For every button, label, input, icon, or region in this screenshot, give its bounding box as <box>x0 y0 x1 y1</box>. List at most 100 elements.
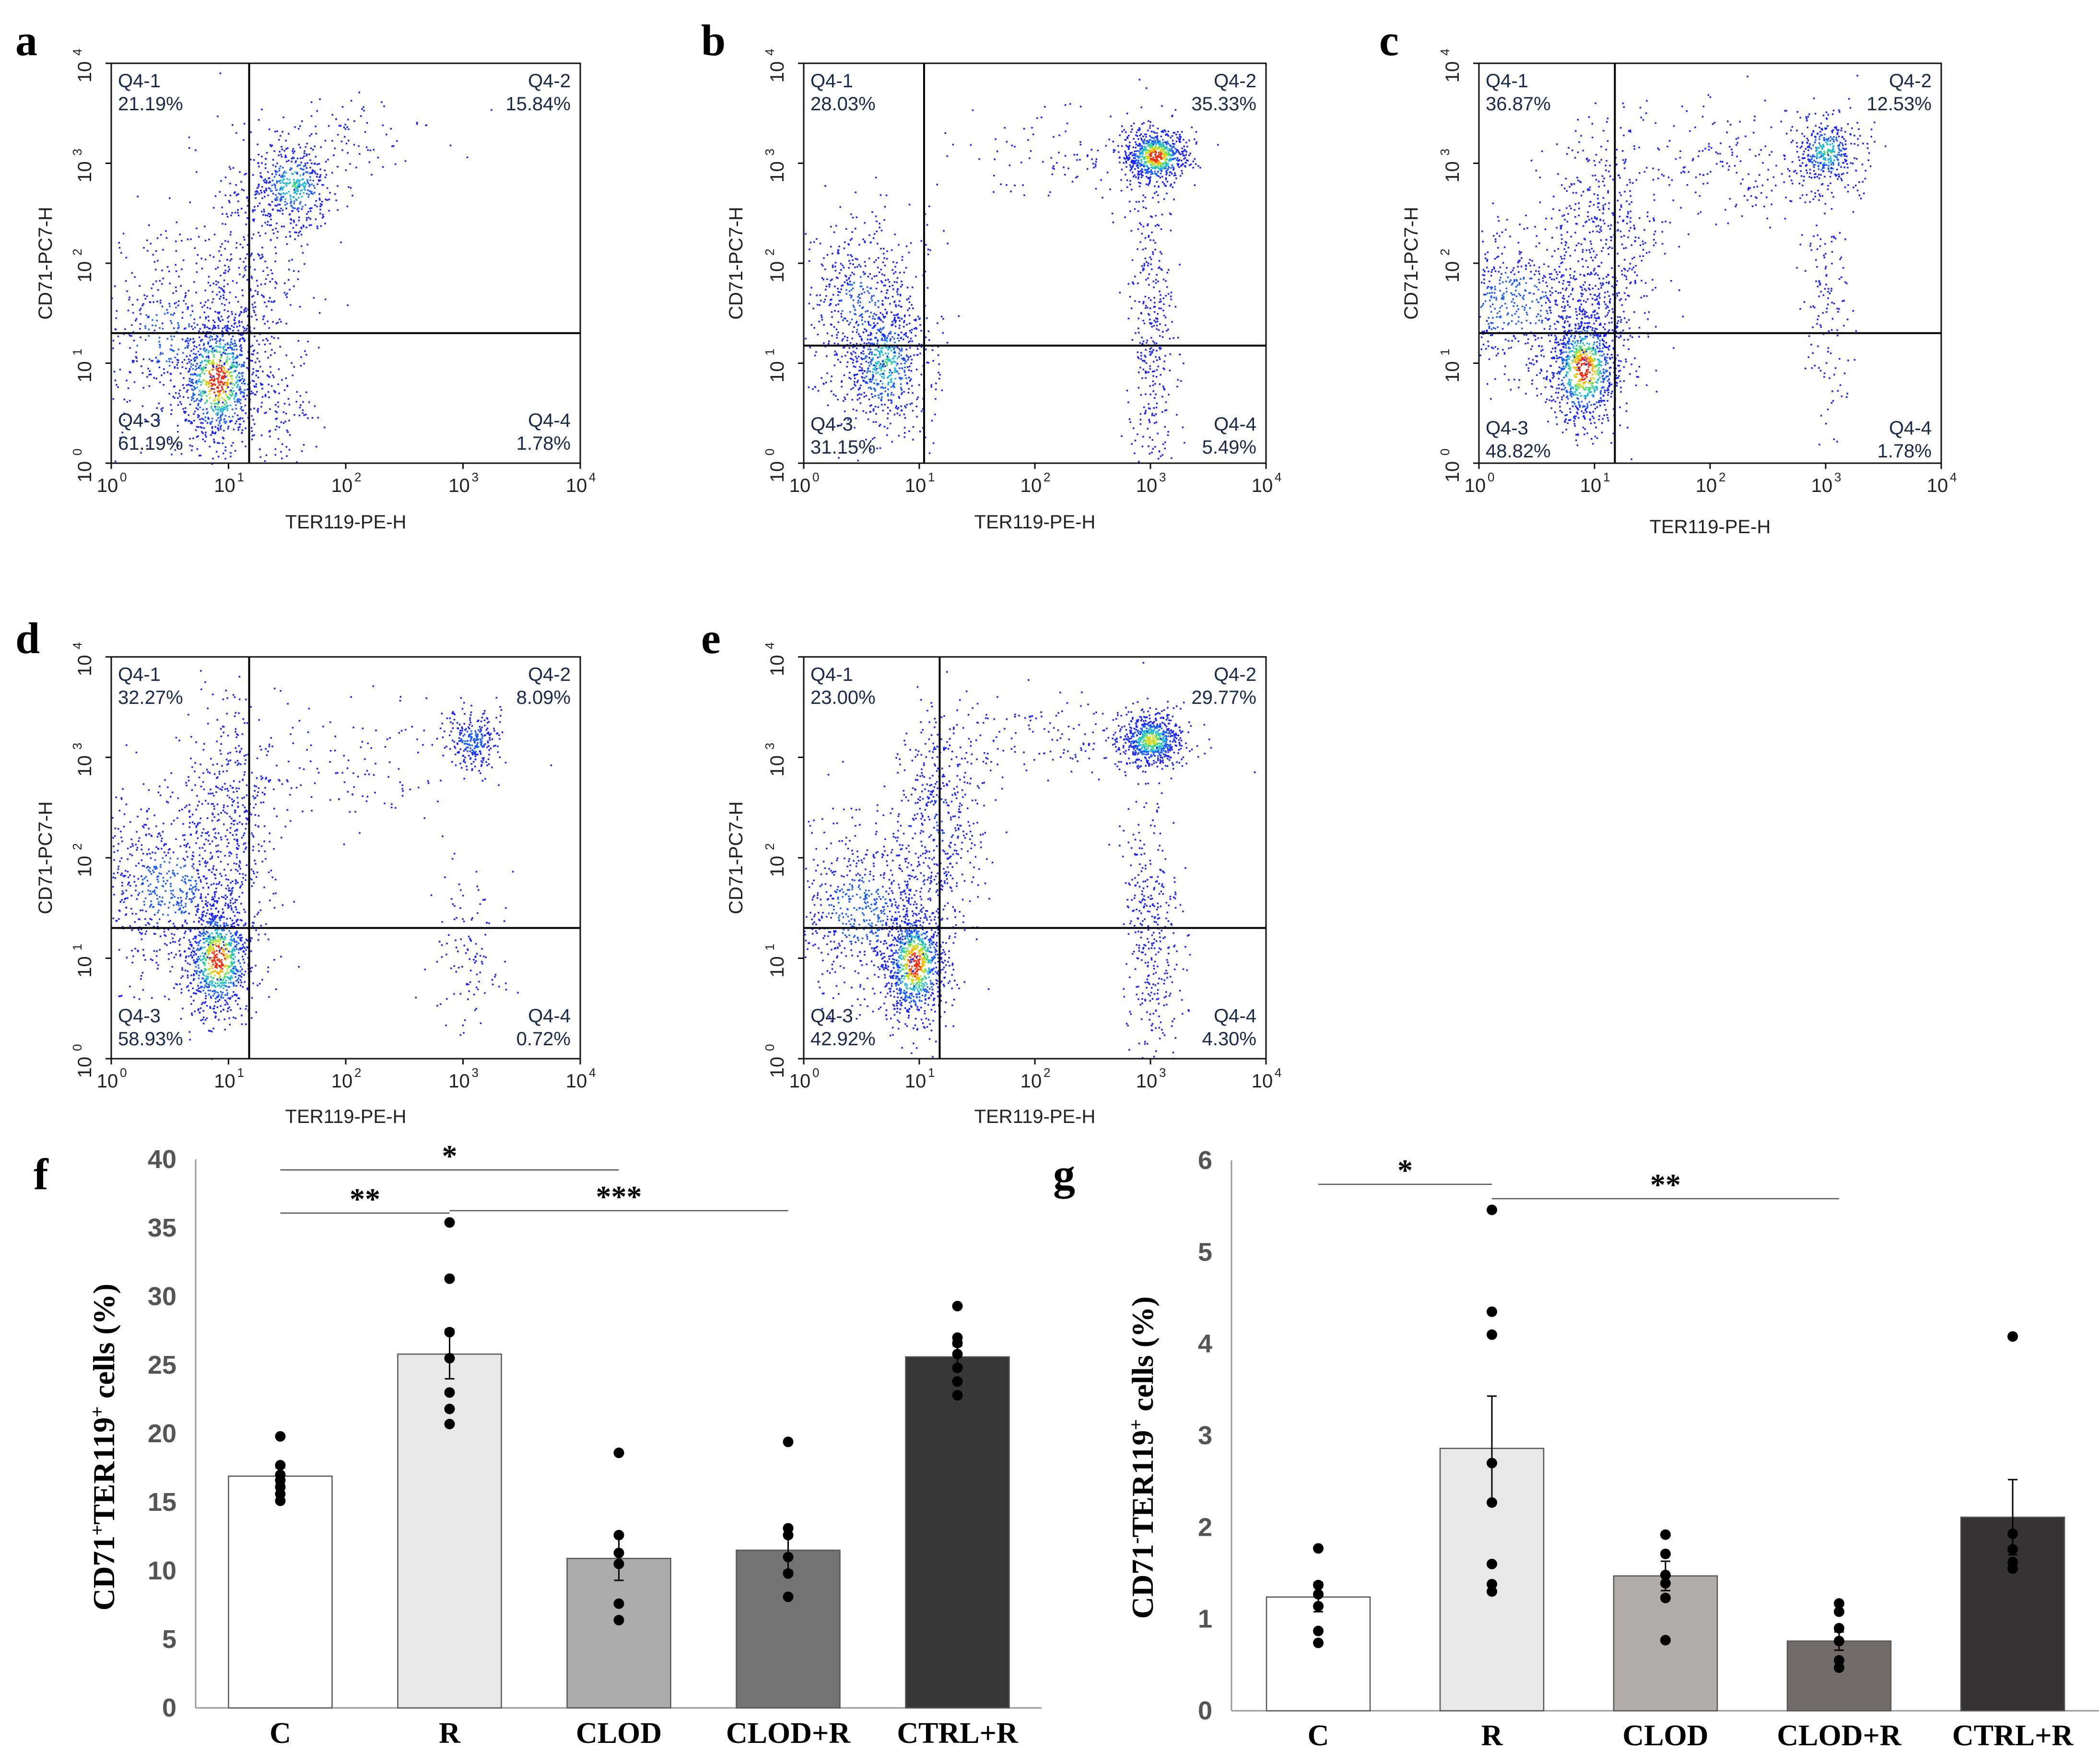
event-dot <box>892 323 894 326</box>
event-dot <box>934 413 936 416</box>
event-dot <box>819 294 821 296</box>
event-dot <box>1132 146 1134 148</box>
event-dot <box>946 342 949 344</box>
event-dot <box>258 153 260 156</box>
event-dot <box>223 327 226 328</box>
event-dot <box>1154 422 1156 424</box>
event-dot <box>1579 342 1582 344</box>
event-dot <box>897 313 899 315</box>
event-dot <box>223 430 225 432</box>
event-dot <box>1164 148 1166 150</box>
event-dot <box>902 339 904 340</box>
event-dot <box>915 368 918 371</box>
event-dot <box>216 378 218 380</box>
event-dot <box>1119 156 1121 158</box>
event-dot <box>236 365 238 367</box>
event-dot <box>200 339 202 341</box>
event-dot <box>913 354 915 356</box>
event-dot <box>910 355 912 357</box>
event-dot <box>1145 247 1147 249</box>
event-dot <box>243 274 246 277</box>
event-dot <box>909 340 911 342</box>
event-dot <box>879 226 880 229</box>
event-dot <box>202 331 204 333</box>
event-dot <box>860 282 862 284</box>
event-dot <box>220 428 222 430</box>
event-dot <box>306 142 308 145</box>
event-dot <box>1143 164 1145 165</box>
event-dot <box>1185 141 1187 144</box>
event-dot <box>238 325 241 327</box>
event-dot <box>1573 420 1575 422</box>
event-dot <box>274 187 276 189</box>
event-dot <box>899 320 901 322</box>
event-dot <box>864 357 867 359</box>
x-tick-label: 10 <box>1136 475 1158 496</box>
event-dot <box>908 203 911 206</box>
event-dot <box>299 407 301 409</box>
event-dot <box>149 370 151 372</box>
event-dot <box>1593 365 1595 367</box>
event-dot <box>1168 394 1170 396</box>
event-dot <box>1555 361 1557 362</box>
event-dot <box>895 364 898 366</box>
event-dot <box>211 350 213 352</box>
event-dot <box>284 201 286 203</box>
event-dot <box>937 346 939 348</box>
event-dot <box>1149 121 1151 123</box>
event-dot <box>908 307 910 309</box>
event-dot <box>1092 163 1094 164</box>
event-dot <box>193 340 196 343</box>
event-dot <box>873 368 876 370</box>
event-dot <box>148 374 150 375</box>
event-dot <box>161 410 163 412</box>
event-dot <box>267 391 270 393</box>
event-dot <box>218 394 220 396</box>
event-dot <box>877 267 879 269</box>
event-dot <box>1152 390 1154 392</box>
event-dot <box>874 349 876 350</box>
event-dot <box>220 246 222 248</box>
event-dot <box>310 147 312 150</box>
event-dot <box>845 289 847 291</box>
event-dot <box>846 393 848 396</box>
event-dot <box>218 286 220 289</box>
event-dot <box>158 419 160 421</box>
event-dot <box>1079 141 1081 143</box>
event-dot <box>229 183 231 185</box>
event-dot <box>1079 159 1081 161</box>
event-dot <box>181 317 184 319</box>
event-dot <box>195 381 197 384</box>
event-dot <box>861 319 863 321</box>
event-dot <box>319 212 321 215</box>
event-dot <box>1058 152 1060 153</box>
event-dot <box>885 358 887 361</box>
event-dot <box>222 409 224 411</box>
y-tick-exponent: 1 <box>762 349 777 355</box>
event-dot <box>1583 378 1585 380</box>
event-dot <box>883 247 885 250</box>
event-dot <box>293 366 295 368</box>
event-dot <box>302 206 304 208</box>
event-dot <box>199 302 202 304</box>
event-dot <box>1125 154 1127 156</box>
event-dot <box>260 192 263 194</box>
event-dot <box>1592 377 1594 379</box>
event-dot <box>259 234 261 237</box>
event-dot <box>838 245 840 247</box>
event-dot <box>1041 117 1043 118</box>
event-dot <box>233 349 235 350</box>
event-dot <box>229 166 231 168</box>
event-dot <box>223 390 225 392</box>
event-dot <box>234 345 235 347</box>
event-dot <box>1584 316 1586 318</box>
event-dot <box>927 330 930 332</box>
event-dot <box>1173 146 1175 148</box>
event-dot <box>899 367 901 369</box>
event-dot <box>883 376 885 378</box>
event-dot <box>889 409 891 412</box>
event-dot <box>1155 161 1157 163</box>
event-dot <box>1135 176 1137 178</box>
event-dot <box>890 381 892 383</box>
event-dot <box>202 438 204 441</box>
